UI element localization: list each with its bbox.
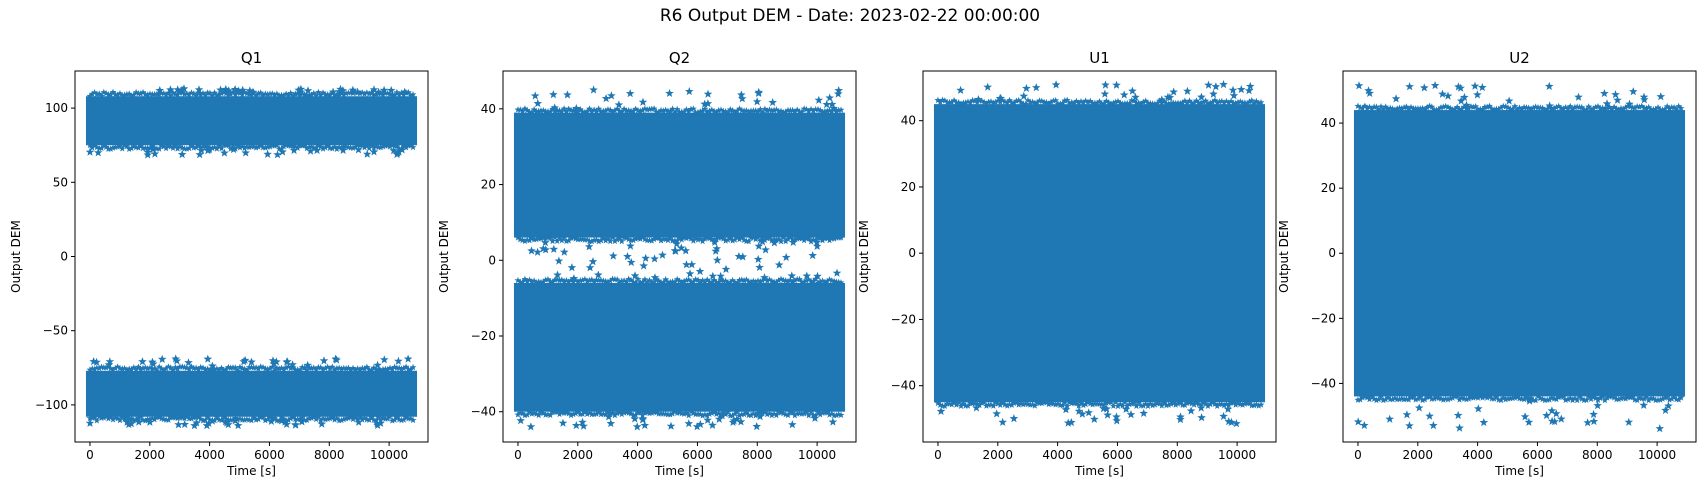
y-tick-label: 50	[53, 175, 68, 189]
subplot-title: U1	[1089, 49, 1110, 67]
x-tick-label: 8000	[742, 448, 773, 462]
y-tick-label: 0	[60, 250, 68, 264]
points-edge-upper	[85, 84, 417, 159]
y-tick-label: 20	[1321, 181, 1336, 195]
x-tick-label: 4000	[622, 448, 653, 462]
subplot-title: U2	[1509, 49, 1530, 67]
y-tick-label: 20	[481, 178, 496, 192]
x-tick-label: 10000	[798, 448, 836, 462]
x-tick-label: 10000	[1638, 448, 1676, 462]
x-tick-label: 4000	[1462, 448, 1493, 462]
x-tick-label: 6000	[682, 448, 713, 462]
scatter-points	[1353, 81, 1686, 433]
x-tick-label: 4000	[194, 448, 225, 462]
x-tick-label: 10000	[1218, 448, 1256, 462]
points-band-main	[933, 104, 1266, 403]
x-tick-label: 4000	[1042, 448, 1073, 462]
x-tick-label: 6000	[1522, 448, 1553, 462]
x-axis-label: Time [s]	[654, 464, 704, 478]
y-tick-label: −50	[43, 324, 68, 338]
points-band-upper	[513, 112, 846, 238]
y-tick-label: 100	[45, 101, 68, 115]
x-axis-label: Time [s]	[226, 464, 276, 478]
x-axis-label: Time [s]	[1074, 464, 1124, 478]
y-tick-label: 0	[488, 253, 496, 267]
axes-frame	[502, 70, 857, 443]
subplot-u2: 0 2000 4000 6000 8000 10000 −40 −20 0 20 40 U2 Time …	[1277, 49, 1697, 478]
x-tick-label: 0	[86, 448, 94, 462]
x-tick-label: 8000	[1582, 448, 1613, 462]
x-axis-label: Time [s]	[1494, 464, 1544, 478]
x-tick-label: 2000	[135, 448, 166, 462]
points-band-lower	[85, 370, 418, 417]
subplot-q2: 0 2000 4000 6000 8000 10000 −40 −20 0 20 40 Q2 Time …	[437, 49, 857, 478]
x-tick-label: 0	[934, 448, 942, 462]
scatter-points	[933, 80, 1266, 428]
points-edge-upper	[514, 85, 845, 263]
scatter-points	[513, 85, 846, 431]
x-tick-label: 6000	[254, 448, 285, 462]
x-tick-label: 6000	[1102, 448, 1133, 462]
points-edge-lower	[514, 252, 845, 431]
points-edge-lower	[85, 354, 417, 430]
x-tick-label: 0	[514, 448, 522, 462]
y-tick-label: −20	[1311, 311, 1336, 325]
points-band-upper	[85, 96, 418, 146]
y-tick-label: −20	[471, 329, 496, 343]
x-tick-label: 10000	[370, 448, 408, 462]
subplot-title: Q1	[241, 49, 262, 67]
points-band-main	[1353, 110, 1686, 397]
x-tick-label: 8000	[314, 448, 345, 462]
y-tick-label: 40	[481, 102, 496, 116]
y-axis-label: Output DEM	[857, 220, 871, 293]
axes-frame	[922, 70, 1277, 443]
y-axis-label: Output DEM	[9, 220, 23, 293]
y-tick-label: 0	[908, 246, 916, 260]
y-tick-label: 40	[901, 114, 916, 128]
y-tick-label: 0	[1328, 246, 1336, 260]
axes-frame	[1342, 70, 1697, 443]
y-tick-label: −40	[471, 405, 496, 419]
y-tick-label: 20	[901, 180, 916, 194]
x-tick-label: 2000	[563, 448, 594, 462]
x-tick-label: 0	[1354, 448, 1362, 462]
y-tick-label: −40	[891, 379, 916, 393]
y-axis-label: Output DEM	[437, 220, 451, 293]
figure-suptitle: R6 Output DEM - Date: 2023-02-22 00:00:0…	[659, 6, 1041, 26]
y-tick-label: 40	[1321, 116, 1336, 130]
x-tick-label: 2000	[983, 448, 1014, 462]
y-tick-label: −100	[35, 398, 68, 412]
subplot-q1: 0 2000 4000 6000 8000 10000 −100 −50 0 50 100 Q1 Tim…	[9, 49, 429, 478]
subplot-title: Q2	[669, 49, 690, 67]
x-tick-label: 8000	[1162, 448, 1193, 462]
points-band-lower	[513, 283, 846, 412]
x-tick-label: 2000	[1403, 448, 1434, 462]
y-tick-label: −20	[891, 312, 916, 326]
y-tick-label: −40	[1311, 376, 1336, 390]
subplot-u1: 0 2000 4000 6000 8000 10000 −40 −20 0 20 40 U1 Time …	[857, 49, 1277, 478]
points-edge-main	[1353, 81, 1685, 433]
y-axis-label: Output DEM	[1277, 220, 1291, 293]
scatter-points	[85, 84, 418, 430]
